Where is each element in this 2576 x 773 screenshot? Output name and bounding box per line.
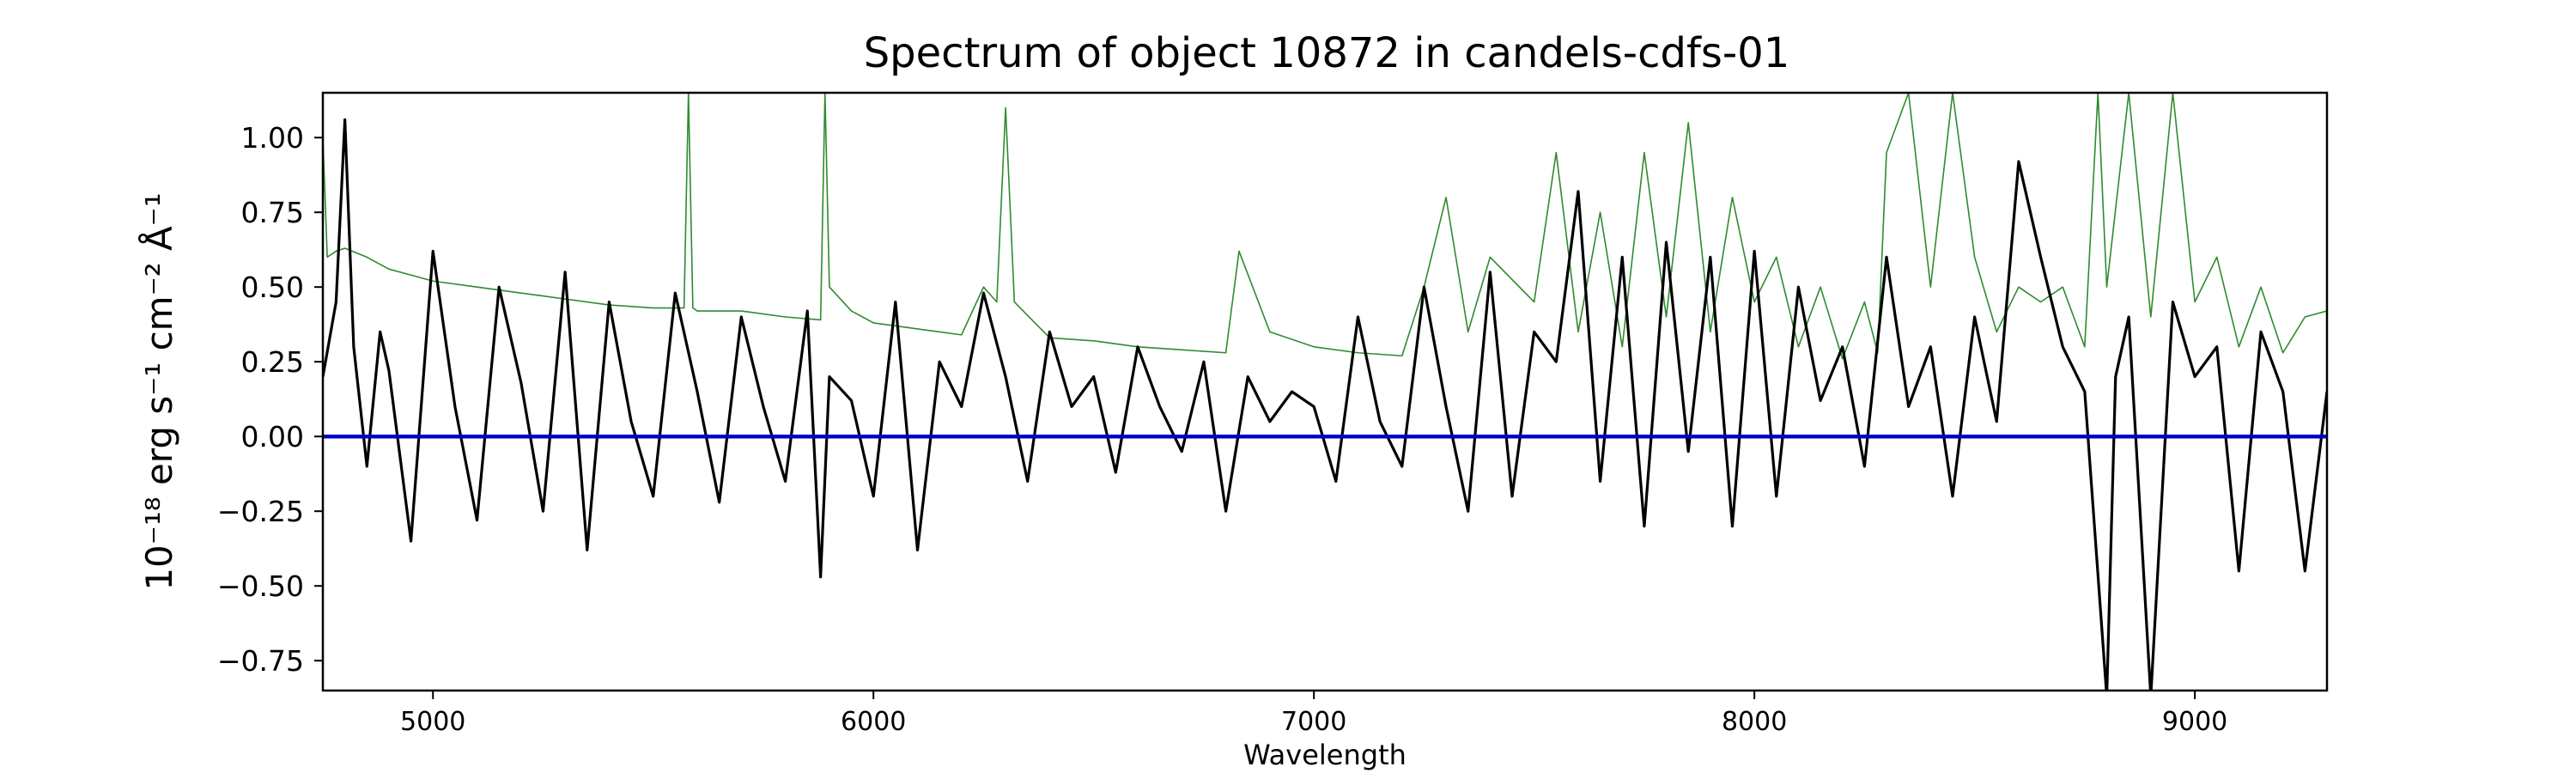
flux-series-layer xyxy=(323,118,2327,691)
x-tick-label: 9000 xyxy=(2162,707,2227,737)
noise-series-layer xyxy=(323,93,2327,360)
y-tick-label: 0.25 xyxy=(241,345,304,379)
x-tick-label: 8000 xyxy=(1722,707,1787,737)
y-tick-label: −0.25 xyxy=(217,495,304,528)
x-tick-label: 5000 xyxy=(400,707,465,737)
y-tick-label: 0.50 xyxy=(241,271,304,304)
y-tick-label: −0.50 xyxy=(217,569,304,603)
plot-area xyxy=(321,91,2329,692)
plot-frame xyxy=(321,91,2329,692)
chart-title: Spectrum of object 10872 in candels-cdfs… xyxy=(864,29,1790,77)
y-tick-label: 1.00 xyxy=(241,121,304,155)
y-axis-label: 10⁻¹⁸ erg s⁻¹ cm⁻² Å⁻¹ xyxy=(137,192,180,590)
noise-series-line xyxy=(323,93,2327,360)
x-tick-label: 6000 xyxy=(841,707,906,737)
y-tick-label: 0.75 xyxy=(241,196,304,229)
y-tick-label: 0.00 xyxy=(241,420,304,453)
flux-series-line xyxy=(323,118,2327,691)
x-axis: 5000 6000 7000 8000 9000 xyxy=(400,691,2227,737)
y-tick-label: −0.75 xyxy=(217,644,304,678)
y-axis: −0.75 −0.50 −0.25 0.00 0.25 0.50 0.75 1.00 xyxy=(217,121,323,678)
x-tick-label: 7000 xyxy=(1281,707,1346,737)
x-axis-label: Wavelength xyxy=(1243,739,1406,771)
